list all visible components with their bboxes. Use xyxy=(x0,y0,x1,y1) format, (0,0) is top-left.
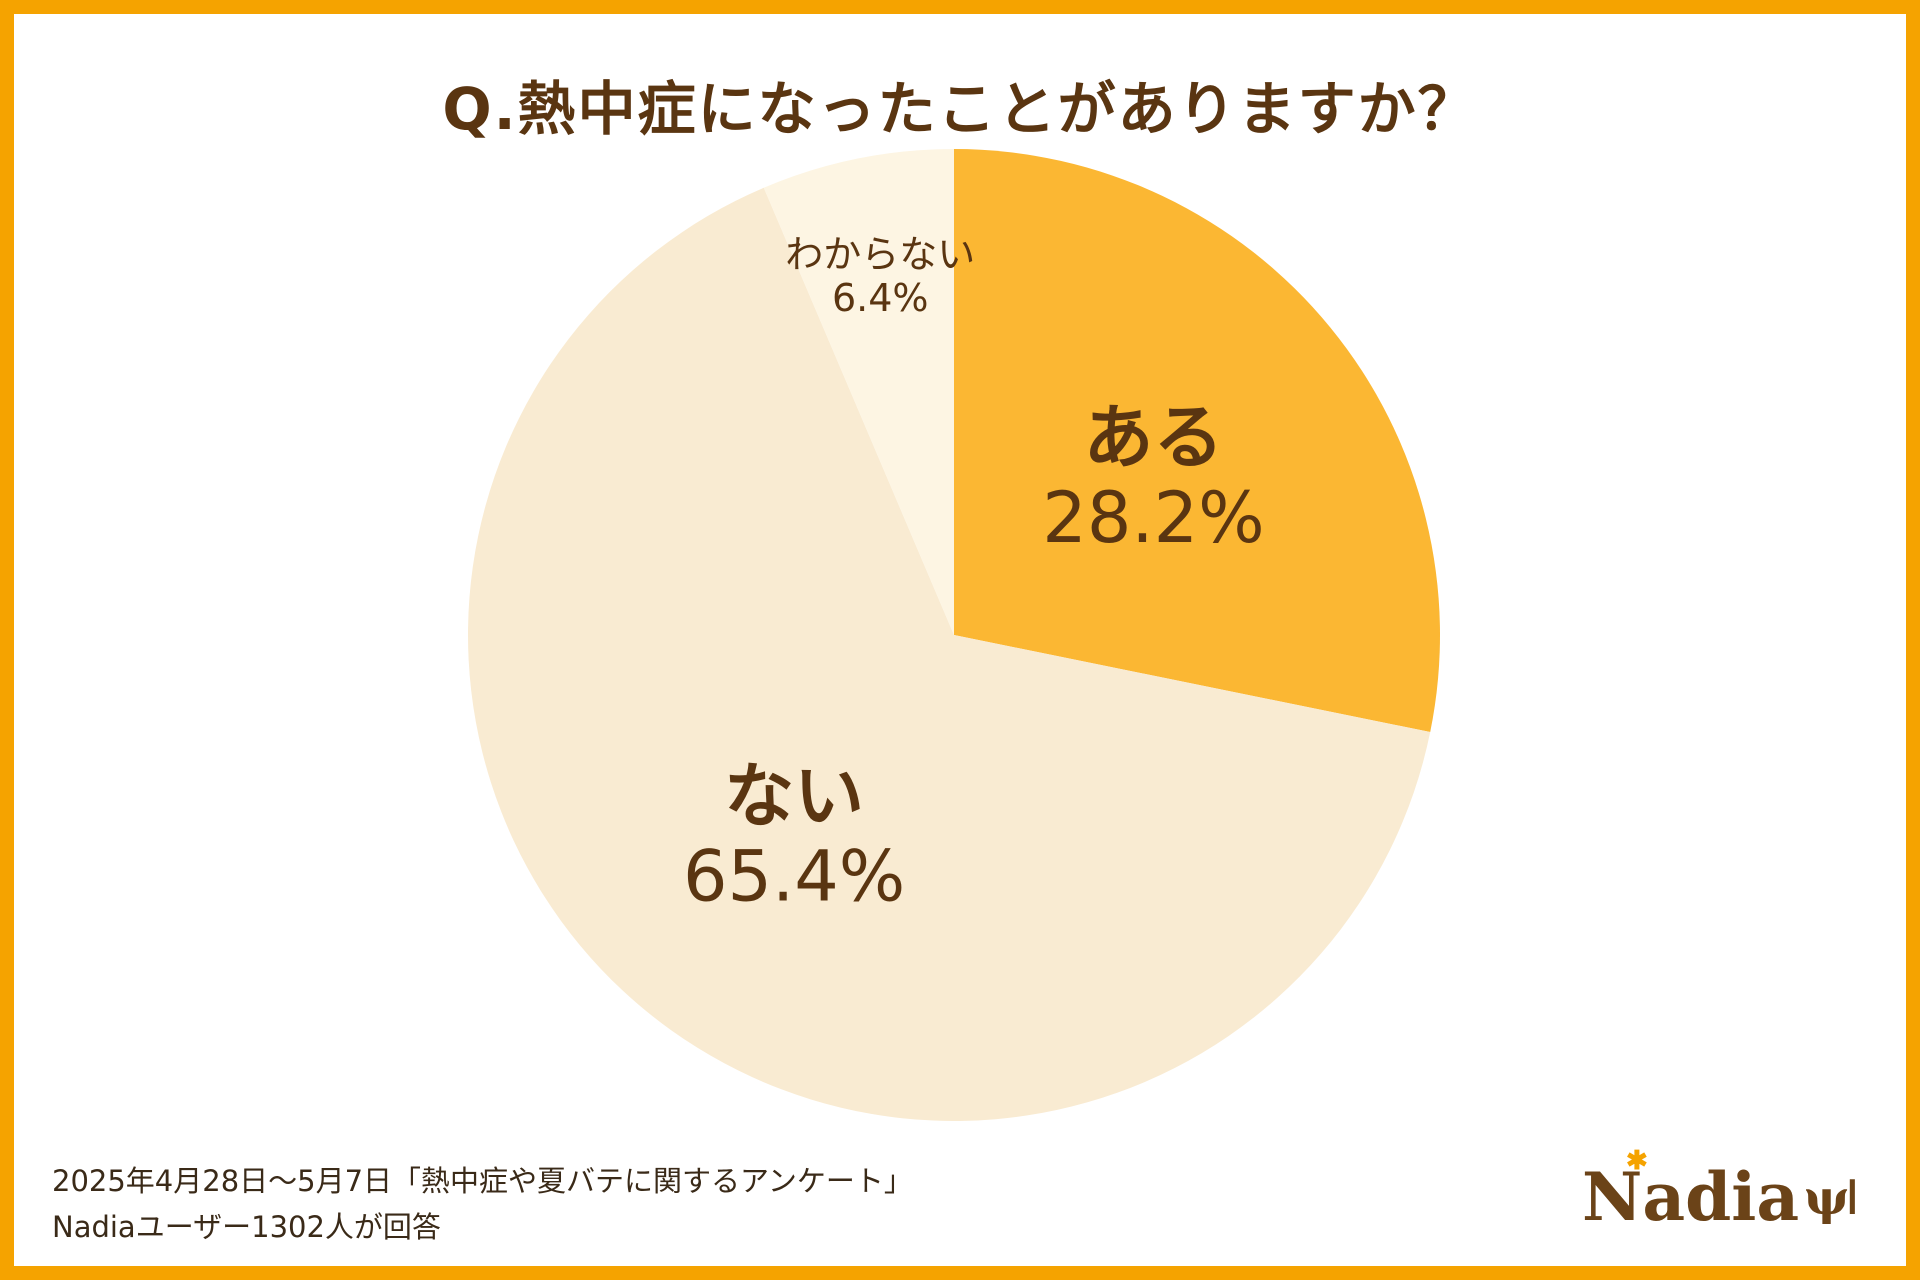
source-line-respondents: Nadiaユーザー1302人が回答 xyxy=(52,1210,441,1244)
slice-value-label: 28.2% xyxy=(1042,477,1264,559)
slice-value-label: 65.4% xyxy=(683,836,905,918)
pie-slice xyxy=(954,149,1440,733)
cutlery-icon: ψǀ xyxy=(1804,1170,1859,1226)
source-note: 2025年4月28日～5月7日「熱中症や夏バテに関するアンケート」 Nadiaユ… xyxy=(52,1158,913,1250)
chart-title: Q.熱中症になったことがありますか？ xyxy=(442,75,1478,143)
source-line-survey: 2025年4月28日～5月7日「熱中症や夏バテに関するアンケート」 xyxy=(52,1164,913,1198)
slice-value-label: 6.4% xyxy=(832,276,929,320)
brand-logo: ✱ Nadia ψǀ xyxy=(1582,1146,1862,1238)
slice-name-label: ない xyxy=(724,755,864,837)
pie-slice xyxy=(763,149,954,635)
logo-text: Nadia xyxy=(1582,1158,1800,1236)
pie-slice xyxy=(467,187,1431,1122)
slice-name-label: わからない xyxy=(785,232,975,276)
star-icon: ✱ xyxy=(1626,1146,1648,1176)
slice-name-label: ある xyxy=(1083,397,1223,479)
